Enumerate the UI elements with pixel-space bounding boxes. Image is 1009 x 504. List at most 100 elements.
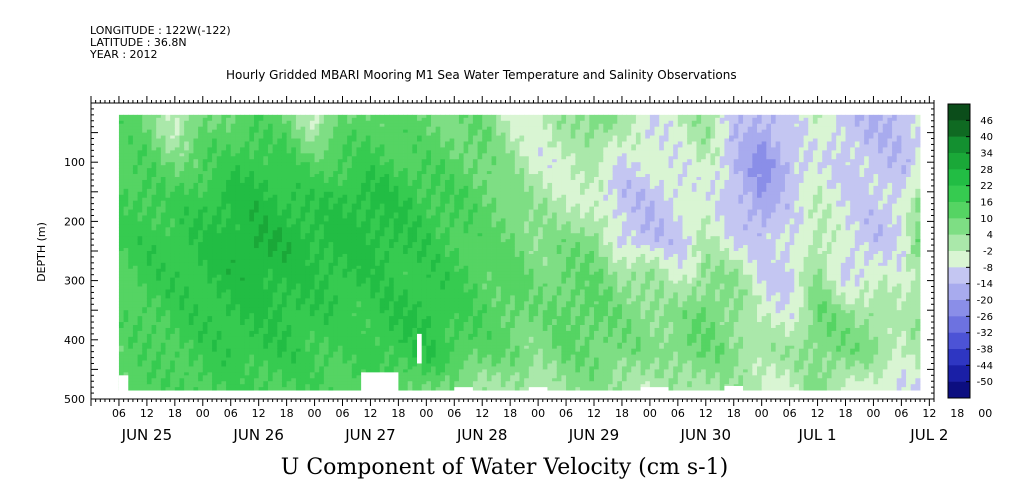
heatmap-cell xyxy=(230,168,236,172)
heatmap-cell xyxy=(174,218,180,222)
heatmap-cell xyxy=(267,378,274,382)
heatmap-cell xyxy=(188,325,194,329)
heatmap-cell xyxy=(291,327,297,332)
heatmap-cell xyxy=(328,132,334,136)
heatmap-cell xyxy=(347,114,353,119)
heatmap-cell xyxy=(249,177,255,181)
heatmap-cell xyxy=(295,322,301,326)
heatmap-cell xyxy=(137,209,143,213)
heatmap-cell xyxy=(309,132,315,136)
heatmap-cell xyxy=(160,372,166,376)
heatmap-cell xyxy=(174,351,180,355)
heatmap-cell xyxy=(328,292,334,296)
heatmap-cell xyxy=(258,274,264,279)
heatmap-cell xyxy=(333,212,339,216)
heatmap-cell xyxy=(272,366,278,370)
heatmap-cell xyxy=(347,147,353,151)
heatmap-cell xyxy=(263,304,269,308)
heatmap-cell xyxy=(216,301,222,305)
heatmap-cell xyxy=(137,153,143,157)
heatmap-cell xyxy=(118,168,124,172)
heatmap-cell xyxy=(295,295,301,299)
heatmap-cell xyxy=(249,289,255,293)
heatmap-cell xyxy=(286,384,292,388)
heatmap-cell xyxy=(230,209,236,213)
heatmap-cell xyxy=(319,123,325,128)
heatmap-cell xyxy=(146,354,152,358)
heatmap-cell xyxy=(123,369,129,373)
heatmap-cell xyxy=(193,283,199,287)
heatmap-cell xyxy=(291,339,297,344)
heatmap-cell xyxy=(263,369,269,373)
heatmap-cell xyxy=(361,289,367,293)
heatmap-cell xyxy=(351,251,357,255)
heatmap-cell xyxy=(244,283,250,287)
heatmap-cell xyxy=(170,206,176,210)
heatmap-cell xyxy=(272,375,278,379)
heatmap-cell xyxy=(328,245,334,249)
heatmap-cell xyxy=(263,354,269,358)
heatmap-cell xyxy=(337,333,343,338)
heatmap-cell xyxy=(295,357,301,361)
heatmap-cell xyxy=(216,339,222,344)
heatmap-cell xyxy=(132,117,138,122)
heatmap-cell xyxy=(333,224,339,228)
heatmap-cell xyxy=(267,360,274,364)
heatmap-cell xyxy=(142,168,148,172)
heatmap-cell xyxy=(207,162,213,166)
heatmap-cell xyxy=(281,242,288,246)
heatmap-cell xyxy=(170,177,176,181)
heatmap-cell xyxy=(314,138,320,142)
heatmap-cell xyxy=(170,209,176,213)
heatmap-cell xyxy=(258,384,264,388)
heatmap-cell xyxy=(221,191,227,196)
heatmap-cell xyxy=(202,301,208,305)
heatmap-cell xyxy=(300,375,306,379)
heatmap-cell xyxy=(132,227,138,231)
heatmap-cell xyxy=(333,150,339,154)
heatmap-cell xyxy=(151,179,157,184)
heatmap-cell xyxy=(263,147,269,151)
heatmap-cell xyxy=(179,162,185,166)
heatmap-cell xyxy=(263,114,269,119)
heatmap-cell xyxy=(132,268,138,273)
heatmap-cell xyxy=(207,245,213,249)
heatmap-cell xyxy=(267,230,274,234)
heatmap-cell xyxy=(212,177,218,181)
heatmap-cell xyxy=(277,322,283,326)
heatmap-cell xyxy=(235,310,241,314)
heatmap-cell xyxy=(179,289,185,293)
heatmap-cell xyxy=(146,322,152,326)
heatmap-cell xyxy=(165,123,171,128)
heatmap-cell xyxy=(281,123,288,128)
heatmap-cell xyxy=(221,194,227,199)
heatmap-cell xyxy=(263,132,269,136)
heatmap-cell xyxy=(202,200,208,205)
heatmap-cell xyxy=(184,218,190,222)
heatmap-cell xyxy=(202,135,208,139)
heatmap-cell xyxy=(295,313,301,317)
heatmap-cell xyxy=(184,215,190,219)
heatmap-cell xyxy=(291,363,297,367)
heatmap-cell xyxy=(216,283,222,287)
heatmap-cell xyxy=(351,295,357,299)
heatmap-cell xyxy=(216,171,222,175)
heatmap-cell xyxy=(347,253,353,258)
heatmap-cell xyxy=(249,120,255,125)
heatmap-cell xyxy=(212,233,218,237)
heatmap-cell xyxy=(291,256,297,261)
heatmap-cell xyxy=(240,188,246,193)
heatmap-cell xyxy=(272,129,278,133)
heatmap-cell xyxy=(319,135,325,139)
heatmap-cell xyxy=(156,138,162,142)
heatmap-cell xyxy=(202,141,208,145)
heatmap-cell xyxy=(132,387,138,391)
heatmap-cell xyxy=(221,375,227,379)
heatmap-cell xyxy=(254,230,260,234)
heatmap-cell xyxy=(347,153,353,157)
heatmap-cell xyxy=(118,319,124,323)
heatmap-cell xyxy=(226,366,232,370)
heatmap-cell xyxy=(170,304,176,308)
heatmap-cell xyxy=(184,123,190,128)
heatmap-cell xyxy=(356,177,362,181)
